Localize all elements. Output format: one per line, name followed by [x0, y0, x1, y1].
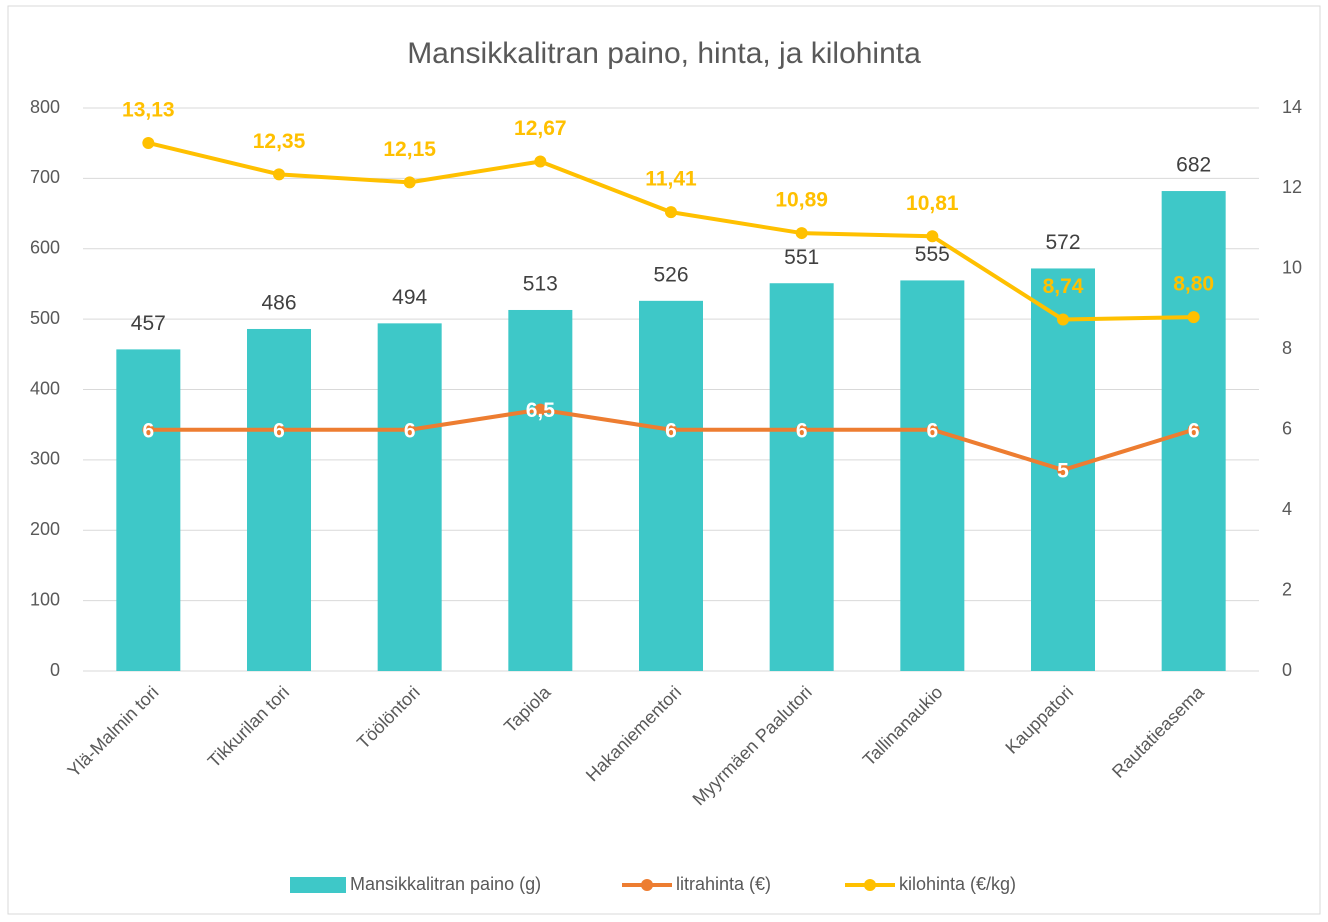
bar [377, 323, 442, 671]
line-point [1187, 311, 1200, 324]
y-tick-label: 200 [30, 519, 60, 539]
line-value-label: 10,89 [775, 189, 828, 212]
line-point [665, 206, 677, 219]
y2-tick-label: 0 [1282, 660, 1292, 680]
legend-swatch [864, 879, 876, 891]
line-value-label: 12,35 [253, 130, 306, 153]
y2-tick-label: 10 [1282, 258, 1302, 278]
bar-value-label: 486 [261, 292, 296, 315]
line-value-label: 6 [142, 419, 154, 442]
bar [508, 309, 573, 671]
bar-value-label: 551 [784, 246, 819, 269]
bar [639, 300, 703, 671]
line-value-label: 13,13 [122, 99, 175, 122]
legend-swatch [641, 879, 653, 891]
line-value-label: 6 [665, 419, 677, 442]
line-point [534, 403, 547, 416]
chart-title: Mansikkalitran paino, hinta, ja kilohint… [407, 37, 921, 70]
line-value-label: 6 [404, 419, 416, 442]
y2-tick-label: 14 [1282, 97, 1302, 117]
line-point [795, 227, 808, 240]
line-point [403, 176, 416, 189]
y-tick-label: 300 [30, 449, 60, 469]
line-value-label: 8,74 [1043, 275, 1084, 298]
bar [247, 328, 311, 671]
line-value-label: 10,81 [906, 192, 959, 215]
bar-value-label: 572 [1045, 231, 1080, 254]
line-value-label: 12,15 [383, 138, 436, 161]
y-tick-label: 400 [30, 378, 60, 398]
line-value-label: 6 [273, 419, 285, 442]
y-tick-label: 100 [30, 589, 60, 609]
line-point [142, 423, 155, 436]
line-point [142, 136, 155, 149]
y-tick-label: 700 [30, 167, 60, 187]
line-point [273, 168, 285, 181]
line-value-label: 8,80 [1173, 273, 1214, 296]
line-point [795, 423, 808, 436]
line-point [273, 423, 285, 436]
y2-tick-label: 12 [1282, 177, 1302, 197]
bar-value-label: 555 [915, 243, 950, 266]
legend-label: Mansikkalitran paino (g) [350, 874, 541, 894]
line-point [1057, 313, 1069, 326]
legend-label: kilohinta (€/kg) [899, 874, 1016, 894]
y2-tick-label: 4 [1282, 499, 1292, 519]
line-point [403, 423, 416, 436]
line-point [926, 423, 939, 436]
line-value-label: 6 [1188, 419, 1200, 442]
line-value-label: 6 [926, 419, 938, 442]
legend-swatch [290, 877, 346, 893]
bar-value-label: 457 [131, 312, 166, 335]
y2-tick-label: 6 [1282, 418, 1292, 438]
y2-tick-label: 2 [1282, 579, 1292, 599]
legend-label: litrahinta (€) [676, 874, 771, 894]
line-point [665, 423, 677, 436]
bar-value-label: 494 [392, 286, 427, 309]
y-tick-label: 800 [30, 97, 60, 117]
line-value-label: 11,41 [645, 168, 697, 191]
bar [900, 280, 965, 671]
line-value-label: 5 [1057, 459, 1069, 482]
y2-tick-label: 8 [1282, 338, 1292, 358]
bar-value-label: 513 [523, 273, 558, 296]
line-point [1187, 423, 1200, 436]
bar [769, 283, 834, 671]
bar [116, 349, 181, 671]
line-point [926, 230, 939, 243]
y-tick-label: 500 [30, 308, 60, 328]
line-value-label: 6 [796, 419, 808, 442]
bar-value-label: 682 [1176, 154, 1211, 177]
y-tick-label: 600 [30, 238, 60, 258]
line-point [534, 155, 547, 168]
line-point [1057, 463, 1069, 476]
y-tick-label: 0 [50, 660, 60, 680]
line-value-label: 12,67 [514, 117, 567, 140]
line-value-label: 6,5 [526, 399, 556, 422]
bar-value-label: 526 [653, 263, 688, 286]
